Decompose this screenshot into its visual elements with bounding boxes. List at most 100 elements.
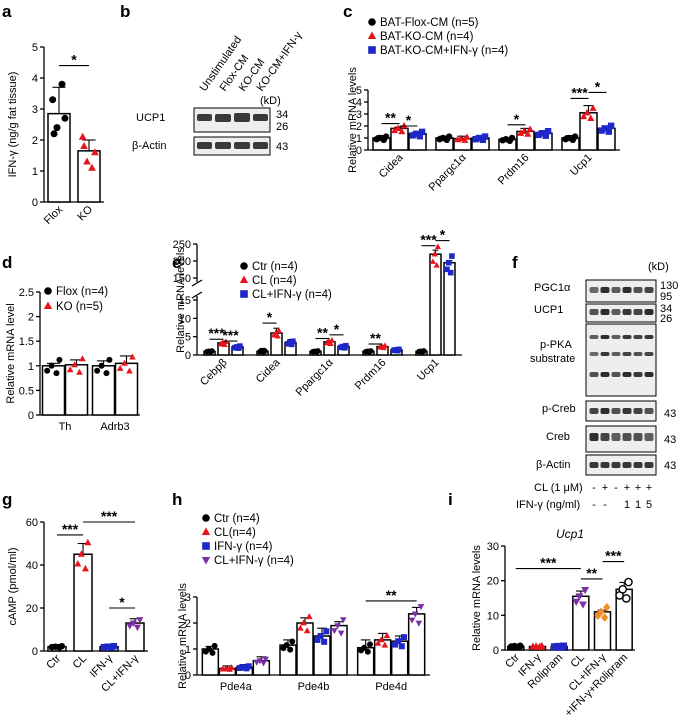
axis-break-mark: [191, 279, 203, 287]
band: [600, 462, 610, 468]
data-point-triangle: [91, 148, 99, 156]
x-tick-label: Th: [59, 421, 72, 433]
legend-entry: Ctr (n=4): [252, 261, 298, 273]
panel-label-e: e: [172, 253, 181, 272]
y-tick-label: 15: [179, 295, 191, 307]
panel-label-g: g: [2, 490, 12, 509]
data-point-square: [100, 643, 108, 651]
panel-label-i: i: [448, 490, 453, 509]
data-point-square: [400, 634, 407, 641]
data-point-square: [481, 133, 489, 140]
blot-f-marker-34: 34: [660, 303, 672, 315]
data-point-square: [394, 347, 401, 354]
data-point-circle: [58, 80, 66, 88]
data-point-square: [368, 46, 376, 54]
data-point-triangle-down: [581, 586, 590, 595]
band: [589, 433, 599, 441]
data-point-square: [290, 338, 296, 345]
data-point-square: [447, 269, 454, 276]
blot-f-marker-130: 130: [660, 280, 678, 292]
band: [633, 352, 643, 356]
data-point-circle: [366, 641, 373, 648]
data-point-square: [557, 643, 565, 651]
blot-b-row-ucp1: UCP1: [136, 112, 165, 124]
significance-label: ***: [208, 325, 225, 341]
y-tick-label: 10: [179, 313, 191, 325]
panel-label-c: c: [343, 2, 352, 21]
data-point-triangle: [394, 124, 402, 131]
band: [611, 287, 621, 293]
blot-f-marker-creb-43: 43: [664, 434, 676, 446]
y-tick-label: 0: [356, 145, 362, 157]
blot-f-marker-95: 95: [660, 291, 672, 303]
data-point-triangle: [129, 353, 136, 360]
data-point-open-circle: [618, 585, 628, 594]
panel-label-h: h: [172, 490, 182, 509]
data-point-circle: [380, 136, 387, 143]
data-point-triangle-down: [334, 623, 341, 630]
data-point-circle: [207, 349, 214, 355]
legend-entry: BAT-KO-CM (n=4): [380, 31, 474, 43]
blot-f-row-creb: Creb: [546, 431, 570, 443]
data-point-circle: [44, 287, 52, 295]
data-point-circle: [44, 367, 51, 374]
data-point-triangle-down: [260, 660, 267, 667]
data-point-square: [288, 341, 295, 348]
band: [633, 408, 643, 414]
data-point-circle: [205, 646, 212, 652]
data-point-triangle-down: [415, 620, 423, 627]
data-point-triangle-down: [201, 556, 211, 565]
significance-label: *: [267, 309, 273, 325]
data-point-circle: [419, 349, 426, 355]
band: [589, 372, 599, 377]
x-tick-label: Cidea: [254, 356, 283, 385]
blot-f-condition-values: - + - + + +- -1 1 5: [592, 482, 652, 511]
y-tick-label: 0: [32, 197, 38, 209]
blot-f-ppka-membrane: [585, 323, 657, 397]
band: [644, 309, 654, 315]
blot-f-ucp1-membrane: [585, 303, 657, 323]
bar: [429, 253, 442, 356]
data-point-triangle: [303, 627, 311, 634]
blot-b-actin-membrane: [193, 136, 271, 156]
band: [215, 114, 231, 122]
data-point-triangle-down: [411, 611, 419, 618]
data-point-circle: [56, 644, 63, 651]
bar: [64, 364, 89, 416]
chart-a: 0 1 2 3 4 5 IFN-γ (ng/g fat tissue) Flox KO *: [7, 42, 104, 227]
blot-b-marker-43: 43: [276, 141, 288, 153]
band: [644, 408, 654, 414]
band: [611, 372, 621, 377]
significance-label: *: [71, 52, 77, 68]
data-point-square: [317, 633, 324, 639]
blot-b-marker-34: 34: [276, 109, 288, 121]
band: [644, 433, 654, 441]
legend-entry: BAT-KO-CM+IFN-γ (n=4): [380, 45, 508, 57]
data-point-square: [108, 644, 115, 651]
significance-label: **: [586, 565, 597, 581]
y-tick-label: 40: [26, 560, 38, 572]
band: [197, 114, 212, 121]
band: [644, 372, 654, 377]
x-tick-label: Pde4b: [298, 681, 330, 693]
band: [600, 433, 610, 441]
data-point-triangle-down: [417, 604, 425, 611]
data-point-square: [412, 130, 420, 137]
y-tick-label: 2: [28, 312, 34, 324]
significance-label: ***: [222, 327, 239, 343]
y-tick-label: 2: [185, 618, 191, 630]
data-point-triangle: [580, 112, 588, 120]
y-axis-label: Relative mRNA levels: [177, 583, 189, 689]
band: [611, 335, 621, 339]
panel-label-f: f: [512, 253, 518, 272]
data-point-triangle-down: [337, 630, 345, 637]
data-point-triangle: [306, 613, 313, 620]
blot-f-marker-pcreb-43: 43: [664, 408, 676, 420]
data-point-square: [235, 345, 242, 351]
data-point-circle: [103, 370, 110, 377]
y-tick-label: 10: [487, 610, 499, 622]
blot-f-pcreb-membrane: [585, 400, 657, 422]
data-point-square: [240, 290, 248, 298]
data-point-triangle: [374, 639, 382, 646]
data-point-square: [444, 266, 450, 273]
